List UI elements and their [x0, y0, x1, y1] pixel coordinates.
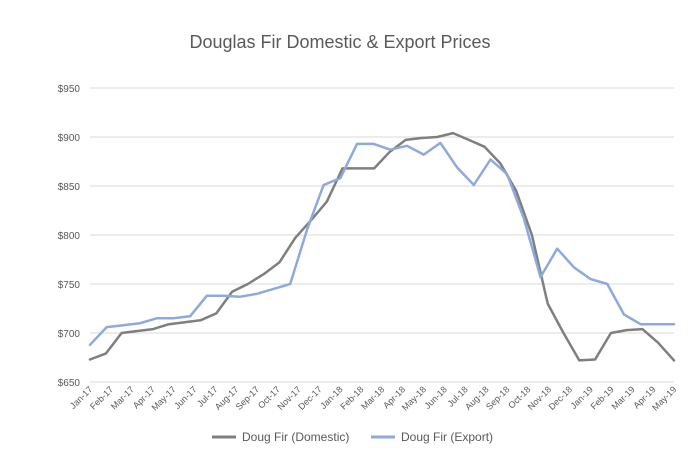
y-tick-label: $950 — [58, 84, 81, 95]
y-tick-label: $850 — [58, 182, 81, 193]
series-lines — [88, 131, 676, 362]
x-tick-label: Mar-17 — [109, 384, 136, 411]
y-tick-label: $900 — [58, 133, 81, 144]
y-axis-ticks: $650 $700 $750 $800 $850 $900 $950 — [58, 84, 81, 389]
x-tick-label: Mar-19 — [609, 384, 636, 411]
x-tick-label: Sep-17 — [234, 384, 262, 412]
x-tick-label: Dec-18 — [547, 384, 575, 412]
x-tick-label: Dec-17 — [296, 384, 324, 412]
x-axis-ticks: Jan-17Feb-17Mar-17Apr-17May-17Jun-17Jul-… — [68, 384, 679, 412]
legend: Doug Fir (Domestic) Doug Fir (Export) — [212, 430, 493, 444]
chart-title: Douglas Fir Domestic & Export Prices — [189, 32, 490, 52]
y-tick-label: $650 — [58, 378, 81, 389]
y-tick-label: $800 — [58, 231, 81, 242]
x-tick-label: Mar-18 — [359, 384, 386, 411]
legend-label: Doug Fir (Export) — [401, 430, 493, 444]
x-tick-label: Jun-18 — [422, 384, 449, 411]
x-tick-label: Jun-17 — [172, 384, 199, 411]
x-tick-label: Sep-18 — [484, 384, 512, 412]
series-line — [88, 131, 676, 362]
series-line — [88, 141, 676, 347]
y-tick-label: $700 — [58, 329, 81, 340]
gridlines — [90, 87, 674, 383]
legend-label: Doug Fir (Domestic) — [242, 430, 349, 444]
y-tick-label: $750 — [58, 280, 81, 291]
